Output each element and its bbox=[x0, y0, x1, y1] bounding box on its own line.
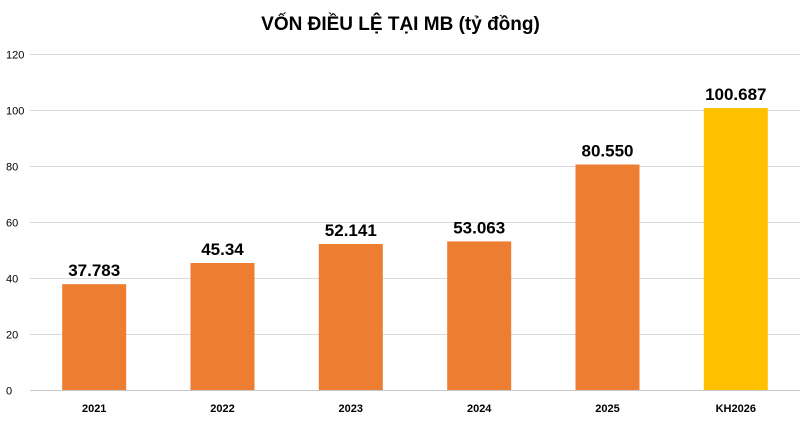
bar-2023 bbox=[318, 244, 383, 390]
bar-2025 bbox=[575, 164, 640, 390]
x-tick-label-2024: 2024 bbox=[467, 403, 492, 415]
y-tick-label-60: 60 bbox=[6, 218, 18, 230]
y-tick-label-100: 100 bbox=[6, 106, 24, 118]
data-label-2021: 37.783 bbox=[68, 261, 120, 280]
chart-title: VỐN ĐIỀU LỆ TẠI MB (tỷ đồng) bbox=[261, 14, 540, 35]
y-tick-label-20: 20 bbox=[6, 330, 18, 342]
x-tick-label-2025: 2025 bbox=[595, 403, 619, 415]
y-tick-label-120: 120 bbox=[6, 50, 24, 62]
data-label-2025: 80.550 bbox=[582, 142, 634, 161]
y-tick-label-0: 0 bbox=[6, 386, 12, 398]
x-tick-label-KH2026: KH2026 bbox=[716, 403, 756, 415]
bar-2022 bbox=[190, 263, 255, 390]
data-label-2024: 53.063 bbox=[453, 218, 505, 237]
x-tick-label-2023: 2023 bbox=[339, 403, 363, 415]
y-tick-label-40: 40 bbox=[6, 274, 18, 286]
data-label-KH2026: 100.687 bbox=[705, 85, 766, 104]
x-tick-label-2022: 2022 bbox=[210, 403, 234, 415]
y-tick-label-80: 80 bbox=[6, 162, 18, 174]
bar-2021 bbox=[62, 284, 127, 390]
bar-KH2026 bbox=[703, 108, 768, 390]
bar-2024 bbox=[447, 241, 512, 390]
data-label-2023: 52.141 bbox=[325, 221, 377, 240]
x-tick-label-2021: 2021 bbox=[82, 403, 106, 415]
data-label-2022: 45.34 bbox=[201, 240, 244, 259]
